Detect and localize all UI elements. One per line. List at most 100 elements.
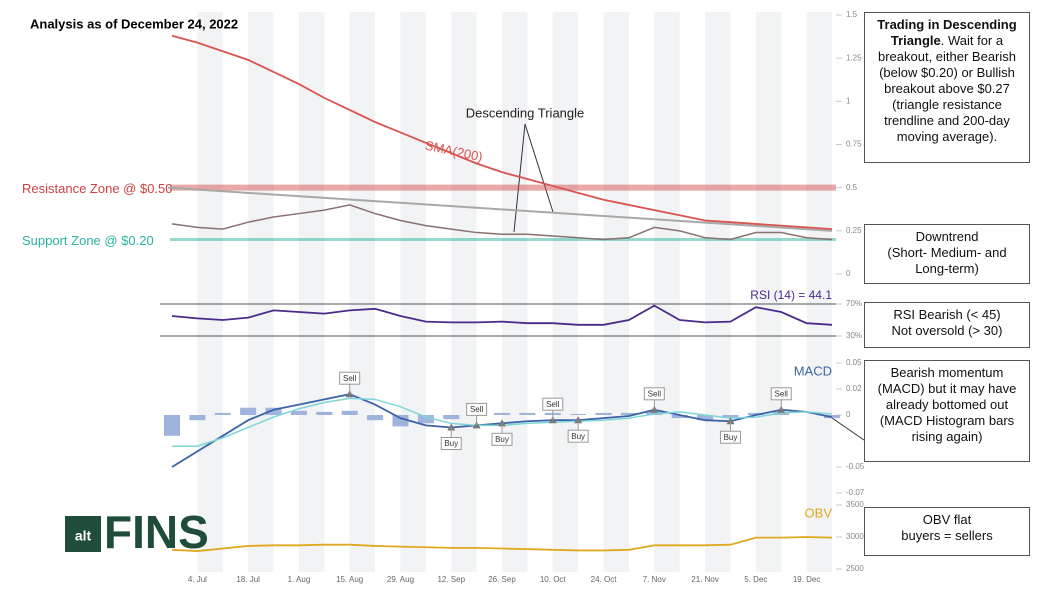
y-tick-label: 0.5: [846, 183, 858, 192]
signal-marker: [574, 416, 583, 424]
x-tick-label: 26. Sep: [488, 575, 516, 584]
note-line: (triangle resistance: [892, 97, 1002, 112]
signal-flag: [770, 387, 792, 401]
x-tick-label: 12. Sep: [437, 575, 465, 584]
note-line: (Short- Medium- and: [887, 245, 1007, 260]
histogram-bar: [494, 412, 510, 415]
y-tick-label: 3000: [846, 532, 864, 541]
signal-flag: [719, 430, 741, 444]
histogram-bar: [164, 415, 180, 436]
histogram-bar: [747, 412, 764, 415]
stripe: [349, 12, 376, 572]
x-tick-label: 29. Aug: [387, 575, 414, 584]
stripe: [806, 12, 832, 572]
note: Downtrend (Short- Medium- and Long-term): [864, 224, 1030, 284]
histogram-bar: [519, 412, 536, 415]
y-tick-label: -0.05: [846, 462, 865, 471]
background: [197, 12, 832, 572]
y-tick-label: 0.02: [846, 384, 862, 393]
y-tick-label: 3500: [846, 500, 864, 509]
trendline: [167, 186, 833, 232]
zone-label: Support Zone @ $0.20: [22, 233, 154, 248]
line: [171, 204, 833, 241]
annotation: Descending Triangle: [466, 105, 585, 120]
signal-marker: [726, 417, 735, 425]
histogram-bar: [722, 415, 739, 419]
logo-box: [65, 516, 101, 552]
signal-flag: [567, 429, 589, 443]
stripe: [451, 12, 477, 572]
x-tick-label: 5. Dec: [744, 575, 767, 584]
x-tick-label: 10. Oct: [540, 575, 567, 584]
y-tick-label: 0.75: [846, 140, 862, 149]
histogram-bar: [240, 407, 257, 415]
stripe: [298, 12, 325, 572]
y-tick-label: 0: [846, 410, 851, 419]
note-line: Long-term): [915, 261, 979, 276]
y-tick-label: -0.07: [846, 488, 865, 497]
signal-flag: [466, 402, 488, 416]
stripe: [705, 12, 731, 572]
histogram-bar: [367, 415, 384, 421]
zone-label: Resistance Zone @ $0.50: [22, 181, 173, 196]
y-tick-label: 2500: [846, 564, 864, 573]
x-tick-label: 15. Aug: [336, 575, 363, 584]
note-line: buyers = sellers: [901, 528, 993, 543]
note-line: breakout, either Bearish: [877, 49, 1017, 64]
note: OBV flat buyers = sellers: [864, 507, 1030, 556]
signal-label: Sell: [343, 374, 357, 383]
histogram-bar: [392, 415, 409, 427]
signal-flag: [542, 397, 564, 411]
histogram-bar: [671, 415, 688, 419]
signal-label: Buy: [724, 433, 738, 442]
note-line: moving average).: [896, 129, 998, 144]
note-line: OBV flat: [922, 512, 972, 527]
x-tick-label: 19. Dec: [793, 575, 821, 584]
note-line: trendline and 200-day: [884, 113, 1010, 128]
note-line: (MACD Histogram bars: [879, 413, 1015, 428]
note: Bearish momentum (MACD) but it may have al…: [864, 360, 1030, 462]
x-tick-label: 24. Oct: [591, 575, 618, 584]
line: [171, 34, 833, 231]
stripe: [654, 12, 680, 572]
x-tick-label: 1. Aug: [288, 575, 311, 584]
signal-label: Buy: [444, 439, 458, 448]
x-tick-label: 21. Nov: [691, 575, 719, 584]
signal-label: Sell: [648, 389, 662, 398]
histogram-bar: [214, 412, 231, 415]
histogram-bar: [290, 410, 307, 415]
note-line: rising again): [911, 429, 983, 444]
y-tick-label: 1: [846, 96, 851, 105]
signal-flag: [491, 432, 513, 446]
y-tick-label: 0: [846, 269, 851, 278]
signal-label: Buy: [571, 432, 585, 441]
signal-label: Sell: [775, 389, 789, 398]
stripe: [502, 12, 528, 572]
signal-flag: [339, 371, 361, 385]
x-tick-label: 18. Jul: [236, 575, 260, 584]
line: [171, 536, 833, 552]
note-line: Not oversold (> 30): [891, 323, 1003, 338]
y-tick-label: 70%: [846, 299, 862, 308]
histogram-bar: [189, 415, 206, 421]
series-label: OBV: [805, 505, 833, 520]
x-tick-label: 7. Nov: [643, 575, 666, 584]
y-tick-label: 30%: [846, 331, 862, 340]
signal-marker: [447, 423, 456, 431]
y-tick-label: 1.25: [846, 53, 862, 62]
note-line: already bottomed out: [885, 397, 1009, 412]
histogram-bar: [341, 410, 358, 415]
y-tick-label: 1.5: [846, 10, 858, 19]
stripe: [248, 12, 274, 572]
signal-marker: [498, 419, 506, 427]
histogram-bar: [620, 412, 637, 415]
histogram-bar: [697, 415, 714, 421]
note-line: Downtrend: [915, 229, 979, 244]
histogram-bar: [595, 412, 612, 415]
signal-label: Buy: [495, 435, 509, 444]
y-tick-label: 0.05: [846, 358, 862, 367]
histogram-bar: [316, 411, 333, 415]
histogram-bar: [646, 410, 663, 415]
